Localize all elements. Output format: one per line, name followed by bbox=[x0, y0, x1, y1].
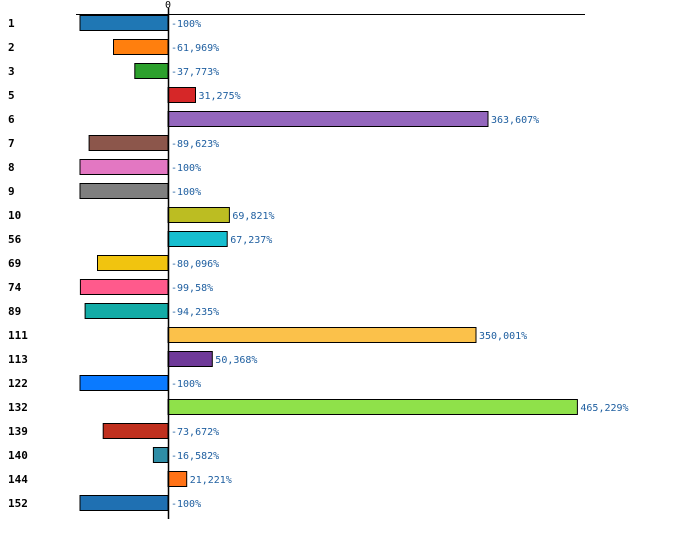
value-label-1: -100% bbox=[171, 19, 201, 30]
bar-56 bbox=[167, 231, 228, 247]
value-label-140: -16,582% bbox=[171, 451, 219, 462]
bar-144 bbox=[167, 471, 188, 487]
bar-122 bbox=[79, 375, 169, 391]
category-label-3: 3 bbox=[8, 65, 15, 78]
value-label-113: 50,368% bbox=[215, 355, 257, 366]
bar-74 bbox=[79, 279, 169, 295]
zero-tick-label: 0 bbox=[165, 0, 171, 11]
value-label-8: -100% bbox=[171, 163, 201, 174]
category-label-1: 1 bbox=[8, 17, 15, 30]
category-label-56: 56 bbox=[8, 233, 22, 246]
category-label-111: 111 bbox=[8, 329, 28, 342]
value-label-3: -37,773% bbox=[171, 67, 219, 78]
bar-8 bbox=[79, 159, 169, 175]
bar-1 bbox=[79, 15, 169, 31]
value-label-9: -100% bbox=[171, 187, 201, 198]
value-label-74: -99,58% bbox=[171, 283, 213, 294]
category-label-2: 2 bbox=[8, 41, 15, 54]
value-label-5: 31,275% bbox=[199, 91, 241, 102]
value-label-152: -100% bbox=[171, 499, 201, 510]
bar-6 bbox=[167, 111, 489, 127]
value-label-69: -80,096% bbox=[171, 259, 219, 270]
category-label-7: 7 bbox=[8, 137, 15, 150]
bar-89 bbox=[84, 303, 169, 319]
bar-152 bbox=[79, 495, 169, 511]
category-label-8: 8 bbox=[8, 161, 15, 174]
category-label-113: 113 bbox=[8, 353, 28, 366]
category-label-6: 6 bbox=[8, 113, 15, 126]
value-label-132: 465,229% bbox=[580, 403, 628, 414]
bar-140 bbox=[152, 447, 169, 463]
value-label-2: -61,969% bbox=[171, 43, 219, 54]
category-label-9: 9 bbox=[8, 185, 15, 198]
value-label-139: -73,672% bbox=[171, 427, 219, 438]
value-label-6: 363,607% bbox=[491, 115, 539, 126]
bar-139 bbox=[102, 423, 169, 439]
value-label-56: 67,237% bbox=[230, 235, 272, 246]
value-label-10: 69,821% bbox=[232, 211, 274, 222]
bars-layer bbox=[79, 15, 578, 511]
bar-111 bbox=[167, 327, 477, 343]
value-label-111: 350,001% bbox=[479, 331, 527, 342]
category-label-89: 89 bbox=[8, 305, 21, 318]
bar-5 bbox=[167, 87, 196, 103]
category-label-140: 140 bbox=[8, 449, 28, 462]
value-label-89: -94,235% bbox=[171, 307, 219, 318]
value-label-144: 21,221% bbox=[190, 475, 232, 486]
category-label-139: 139 bbox=[8, 425, 28, 438]
value-label-7: -89,623% bbox=[171, 139, 219, 150]
category-label-144: 144 bbox=[8, 473, 28, 486]
bar-9 bbox=[79, 183, 169, 199]
bar-113 bbox=[167, 351, 213, 367]
bar-7 bbox=[88, 135, 169, 151]
bar-2 bbox=[113, 39, 169, 55]
category-label-74: 74 bbox=[8, 281, 22, 294]
labels-layer: 1 -100% 2 -61,969% 3 -37,773% 5 31,275% 6 363,607… bbox=[8, 17, 629, 510]
value-label-122: -100% bbox=[171, 379, 201, 390]
category-label-69: 69 bbox=[8, 257, 21, 270]
category-label-5: 5 bbox=[8, 89, 15, 102]
category-label-132: 132 bbox=[8, 401, 28, 414]
bar-3 bbox=[134, 63, 169, 79]
category-label-10: 10 bbox=[8, 209, 21, 222]
category-label-152: 152 bbox=[8, 497, 28, 510]
bar-10 bbox=[167, 207, 230, 223]
bar-132 bbox=[167, 399, 578, 415]
category-label-122: 122 bbox=[8, 377, 28, 390]
bar-69 bbox=[97, 255, 169, 271]
axis-layer: 0 bbox=[76, 0, 585, 519]
